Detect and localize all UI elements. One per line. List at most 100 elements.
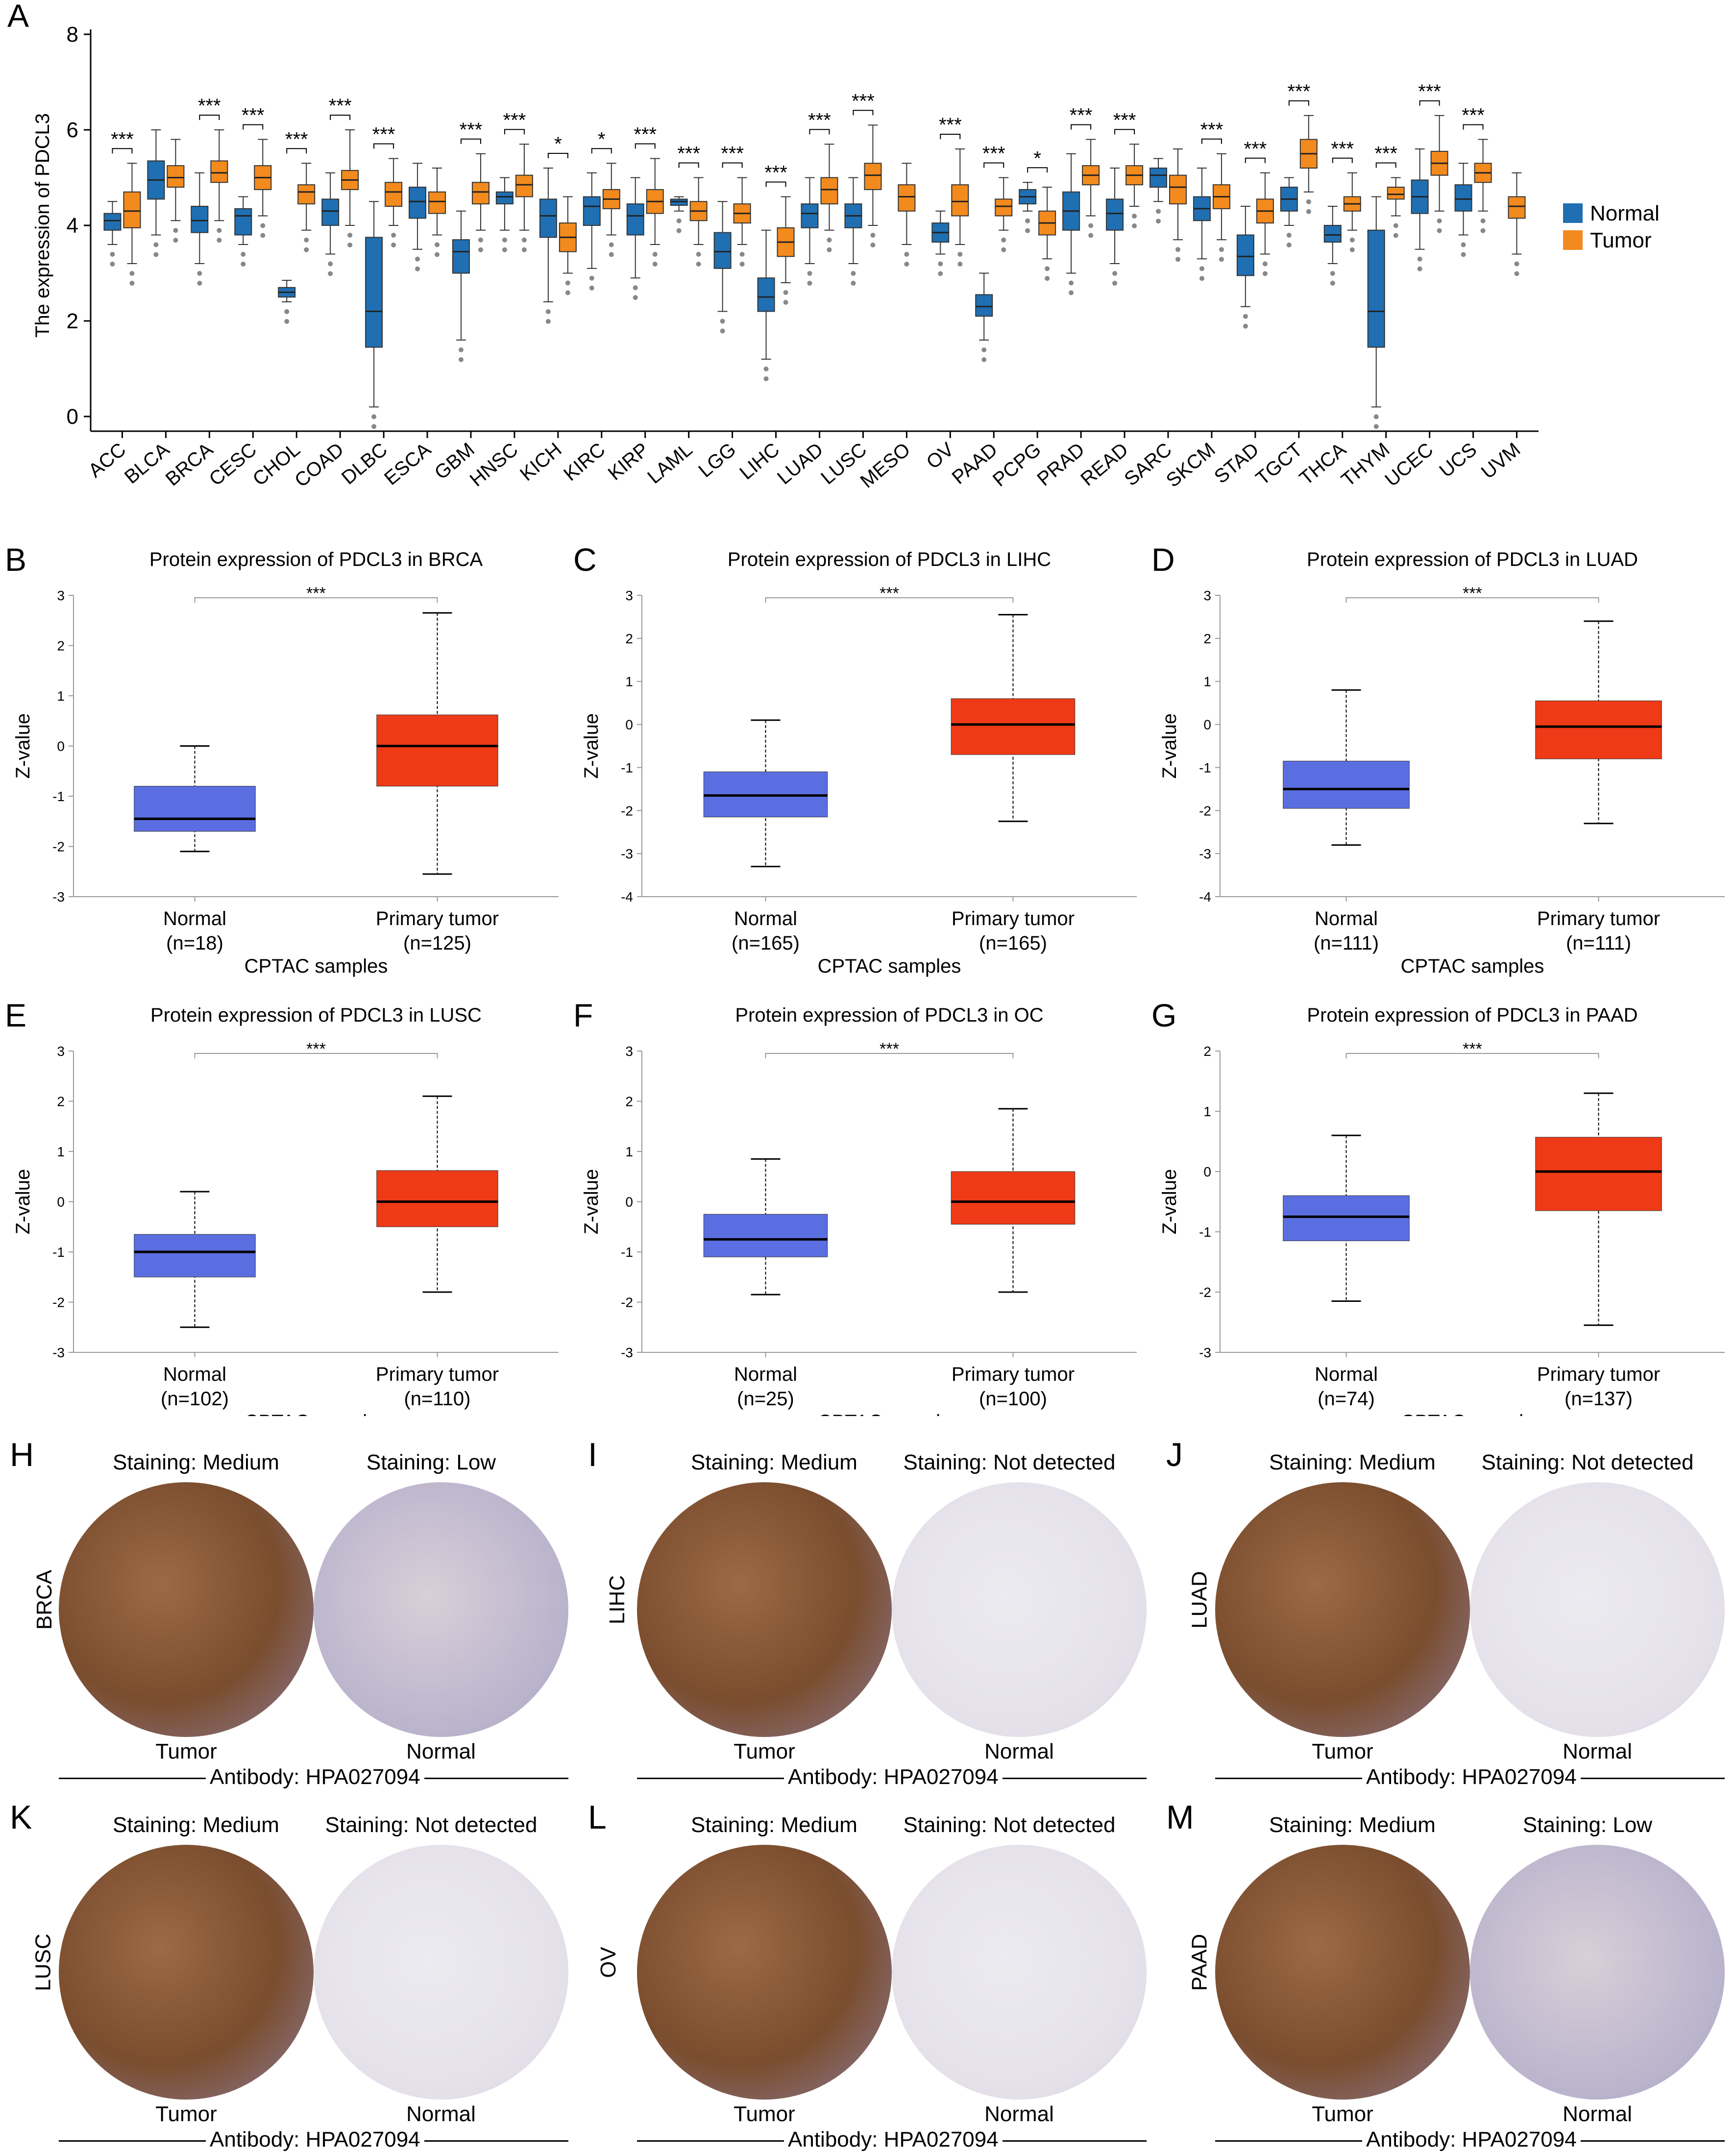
normal-box-coad bbox=[321, 172, 340, 276]
legend-label-tumor: Tumor bbox=[1590, 228, 1652, 252]
outlier bbox=[1306, 199, 1311, 204]
outlier bbox=[545, 309, 551, 314]
y-axis-label: Z-value bbox=[1159, 1169, 1180, 1234]
box bbox=[365, 237, 383, 348]
x-tick-label: BRCA bbox=[162, 439, 218, 490]
box bbox=[995, 198, 1013, 217]
box bbox=[1535, 700, 1662, 759]
normal-box bbox=[1283, 689, 1410, 846]
y-tick-label: -2 bbox=[1199, 1285, 1211, 1300]
group-n: (n=165) bbox=[979, 932, 1047, 954]
y-axis-label: Z-value bbox=[12, 1169, 34, 1234]
sig-bracket bbox=[112, 148, 133, 154]
x-tick-label: UVM bbox=[1477, 439, 1524, 483]
box bbox=[103, 213, 122, 231]
y-tick-label: 1 bbox=[625, 674, 633, 689]
staining-label-normal: Staining: Low bbox=[1522, 1813, 1653, 1837]
tissue-label-tumor: Tumor bbox=[155, 1739, 217, 1763]
sig-bracket bbox=[1375, 162, 1396, 168]
outlier bbox=[1045, 276, 1050, 281]
tissue-label-normal: Normal bbox=[406, 1739, 476, 1763]
tumor-box-paad bbox=[995, 177, 1013, 252]
panel-title: Protein expression of PDCL3 in OC bbox=[735, 1004, 1043, 1026]
antibody-label: Antibody: HPA027094 bbox=[784, 1765, 1002, 1789]
outlier bbox=[1243, 314, 1248, 319]
box bbox=[539, 198, 557, 238]
sig-bracket bbox=[765, 597, 1014, 603]
normal-box-lgg bbox=[713, 201, 732, 334]
group-label: Normal bbox=[734, 908, 797, 929]
panel-letter: H bbox=[10, 1436, 34, 1473]
normal-tissue-core bbox=[314, 1482, 568, 1737]
outlier bbox=[1373, 414, 1379, 419]
sig-label: *** bbox=[111, 128, 134, 150]
x-axis-label: CPTAC samples bbox=[245, 1411, 388, 1416]
outlier bbox=[633, 285, 638, 291]
panel-letter: F bbox=[573, 997, 593, 1033]
outlier bbox=[110, 252, 115, 257]
outlier bbox=[1132, 214, 1137, 219]
y-tick-label: 1 bbox=[57, 1144, 65, 1159]
outlier bbox=[304, 237, 309, 243]
y-axis-label: Z-value bbox=[12, 713, 34, 779]
sig-label: *** bbox=[1463, 584, 1482, 603]
sig-label: *** bbox=[1463, 1040, 1482, 1058]
box bbox=[134, 1234, 256, 1277]
outlier bbox=[1286, 233, 1292, 238]
outlier bbox=[807, 271, 812, 276]
normal-box-pcpg bbox=[1019, 182, 1037, 233]
tumor-box-prad bbox=[1082, 139, 1100, 238]
normal-box-cesc bbox=[234, 196, 252, 267]
sig-label: *** bbox=[285, 128, 308, 150]
tumor-box-cesc bbox=[254, 139, 272, 238]
cancer-label: LIHC bbox=[605, 1575, 630, 1625]
outlier bbox=[1286, 243, 1292, 247]
outlier bbox=[1417, 266, 1422, 271]
sig-bracket bbox=[1332, 157, 1353, 163]
panel-letter: B bbox=[5, 541, 26, 578]
box bbox=[428, 191, 446, 214]
ihc-panel-j: J Staining: Medium Staining: Not detected L… bbox=[1156, 1426, 1735, 1789]
x-tick-label: SKCM bbox=[1162, 439, 1220, 491]
x-tick-label: PAAD bbox=[948, 439, 1002, 489]
normal-box-read bbox=[1106, 168, 1124, 286]
normal-box-acc bbox=[103, 201, 122, 267]
outlier bbox=[720, 318, 725, 324]
legend-swatch-tumor bbox=[1563, 230, 1583, 250]
box bbox=[167, 165, 185, 188]
outlier bbox=[676, 218, 682, 223]
outlier bbox=[870, 243, 876, 247]
outlier bbox=[1262, 261, 1268, 267]
outlier bbox=[347, 243, 353, 247]
tumor-tissue-core bbox=[637, 1482, 892, 1737]
outlier bbox=[1514, 271, 1519, 276]
tumor-box-brca bbox=[210, 129, 228, 243]
staining-label-normal: Staining: Not detected bbox=[903, 1813, 1116, 1837]
tissue-label-normal: Normal bbox=[1563, 2102, 1632, 2126]
normal-box-paad bbox=[975, 272, 993, 362]
y-tick-label: 0 bbox=[625, 717, 633, 733]
cancer-label: PAAD bbox=[1187, 1933, 1212, 1991]
y-tick-label: 2 bbox=[625, 631, 633, 646]
outlier bbox=[415, 266, 420, 271]
x-tick-label: CHOL bbox=[249, 439, 304, 490]
sig-label: *** bbox=[1462, 105, 1485, 126]
tumor-box-gbm bbox=[471, 153, 489, 252]
box bbox=[1283, 1195, 1410, 1241]
panel-letter: G bbox=[1151, 997, 1176, 1033]
outlier bbox=[1219, 247, 1224, 252]
box bbox=[515, 174, 533, 197]
outlier bbox=[1088, 233, 1094, 238]
group-n: (n=165) bbox=[732, 932, 800, 954]
outlier bbox=[720, 328, 725, 334]
outlier bbox=[1243, 323, 1248, 329]
sig-bracket bbox=[809, 129, 830, 135]
box bbox=[376, 1170, 498, 1227]
outlier bbox=[502, 247, 507, 252]
group-n: (n=137) bbox=[1565, 1388, 1633, 1410]
outlier bbox=[565, 290, 570, 295]
tumor-tissue-core bbox=[1215, 1845, 1470, 2100]
panel-letter: L bbox=[588, 1799, 607, 1836]
sig-bracket bbox=[1201, 138, 1222, 144]
sig-label: *** bbox=[329, 95, 352, 117]
